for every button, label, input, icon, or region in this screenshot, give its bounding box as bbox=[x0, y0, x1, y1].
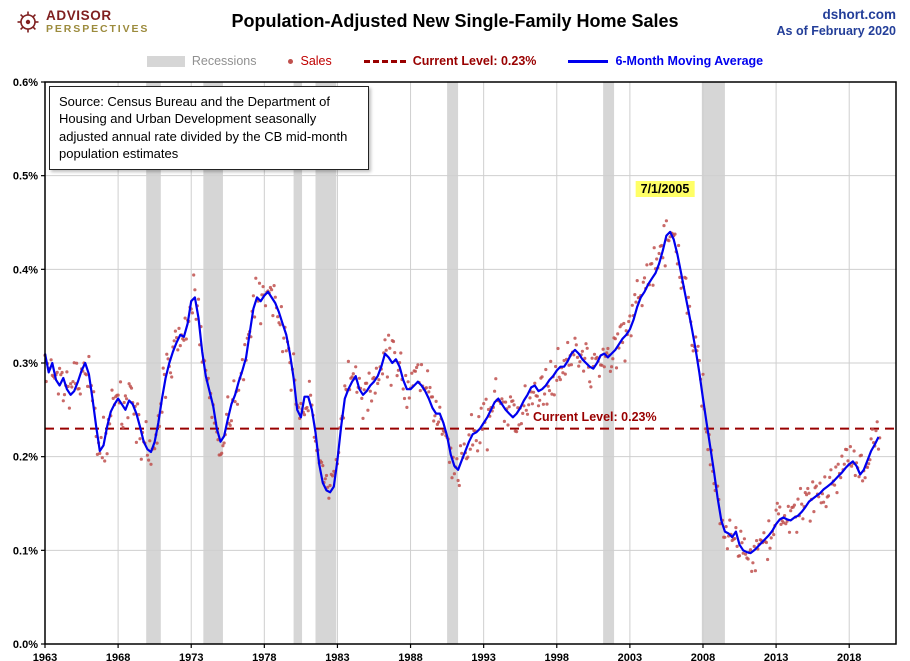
dashed-line-swatch bbox=[363, 59, 406, 63]
svg-text:0.0%: 0.0% bbox=[13, 639, 38, 651]
svg-text:1968: 1968 bbox=[106, 652, 130, 661]
legend-label: Sales bbox=[300, 54, 332, 68]
svg-text:0.4%: 0.4% bbox=[13, 264, 38, 276]
svg-text:0.3%: 0.3% bbox=[13, 358, 38, 370]
svg-text:0.1%: 0.1% bbox=[13, 545, 38, 557]
svg-text:1993: 1993 bbox=[471, 652, 495, 661]
chart-svg: 0.0% 0.1% 0.2% 0.3% 0.4% 0.5% 0.6% 1963 1968 1973… bbox=[13, 77, 897, 661]
svg-text:1983: 1983 bbox=[325, 652, 349, 661]
svg-text:2008: 2008 bbox=[691, 652, 715, 661]
svg-text:1988: 1988 bbox=[398, 652, 422, 661]
advisor-perspectives-logo: ADVISOR PERSPECTIVES bbox=[16, 8, 150, 35]
page-title: Population-Adjusted New Single-Family Ho… bbox=[231, 11, 679, 31]
svg-text:0.6%: 0.6% bbox=[13, 77, 38, 89]
svg-text:2003: 2003 bbox=[618, 652, 642, 661]
legend-label: 6-Month Moving Average bbox=[615, 54, 764, 68]
current-level-label: Current Level: 0.23% bbox=[532, 409, 657, 424]
recession-swatch bbox=[146, 55, 185, 67]
svg-text:0.5%: 0.5% bbox=[13, 171, 38, 183]
legend-item-sales: Sales bbox=[288, 54, 332, 68]
svg-text:1973: 1973 bbox=[179, 652, 203, 661]
blue-line-swatch bbox=[568, 59, 609, 63]
svg-text:2018: 2018 bbox=[837, 652, 861, 661]
svg-text:1998: 1998 bbox=[545, 652, 569, 661]
legend-item-moving-average: 6-Month Moving Average bbox=[568, 54, 763, 68]
compass-wheel-icon bbox=[17, 11, 39, 33]
svg-text:1963: 1963 bbox=[33, 652, 57, 661]
svg-text:0.2%: 0.2% bbox=[13, 452, 38, 464]
legend-item-current-level: Current Level: 0.23% bbox=[363, 54, 537, 68]
chart-legend: Recessions Sales Current Level: 0.23% 6-… bbox=[0, 54, 910, 68]
source-note-box: Source: Census Bureau and the Department… bbox=[49, 86, 369, 170]
svg-text:1978: 1978 bbox=[252, 652, 276, 661]
svg-text:2013: 2013 bbox=[764, 652, 788, 661]
peak-annotation: 7/1/2005 bbox=[635, 181, 695, 198]
legend-item-recessions: Recessions bbox=[146, 54, 257, 68]
sales-dot-swatch bbox=[288, 58, 294, 64]
dshort-site-link[interactable]: dshort.com bbox=[822, 7, 896, 22]
legend-label: Current Level: 0.23% bbox=[412, 54, 537, 68]
logo-advisor-text: ADVISOR bbox=[46, 8, 112, 23]
legend-label: Recessions bbox=[191, 54, 257, 68]
as-of-date: As of February 2020 bbox=[776, 24, 897, 38]
logo-perspectives-text: PERSPECTIVES bbox=[46, 22, 150, 35]
